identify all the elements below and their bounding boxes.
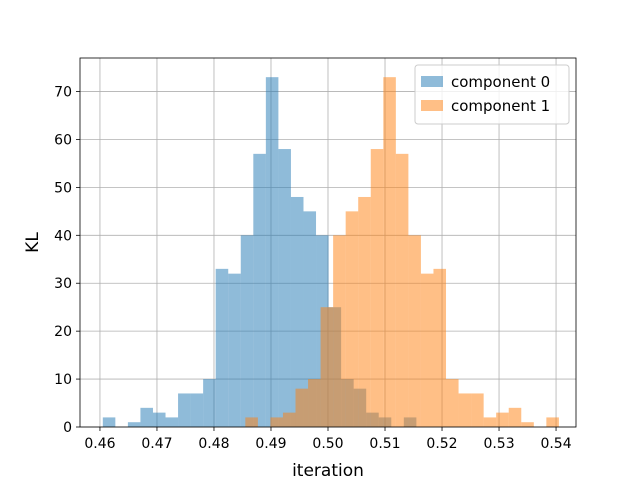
histogram-bar-series-1	[483, 417, 497, 427]
histogram-bar-series-1	[320, 307, 334, 427]
y-tick-label: 50	[54, 180, 72, 196]
histogram-bar-series-0	[228, 273, 241, 427]
histogram-bar-series-0	[152, 412, 166, 427]
histogram-bar-series-0	[290, 196, 304, 427]
x-tick-label: 0.46	[84, 436, 115, 452]
histogram-bar-series-0	[278, 149, 291, 427]
histogram-bar-series-0	[203, 379, 216, 427]
histogram-bar-series-0	[140, 407, 153, 427]
y-tick-label: 0	[63, 420, 72, 436]
histogram-bar-series-1	[270, 417, 283, 427]
histogram-bar-series-0	[215, 268, 229, 427]
legend-frame	[414, 64, 570, 125]
x-tick-label: 0.49	[255, 436, 286, 452]
histogram-bar-series-1	[446, 379, 459, 427]
histogram-bar-series-1	[433, 268, 447, 427]
histogram-bar-series-1	[370, 149, 384, 427]
x-tick-label: 0.53	[483, 436, 514, 452]
y-tick-label: 40	[54, 228, 72, 244]
y-tick-label: 20	[54, 324, 72, 340]
histogram-bar-series-1	[295, 388, 309, 427]
x-tick-label: 0.48	[198, 436, 229, 452]
x-axis-label: iteration	[292, 461, 364, 480]
histogram-bar-series-1	[308, 379, 321, 427]
histogram-bar-series-0	[127, 422, 141, 427]
histogram-bar-series-1	[395, 153, 409, 427]
histogram-bar-series-1	[383, 77, 396, 428]
histogram-bar-series-0	[240, 235, 254, 427]
x-tick-label: 0.47	[141, 436, 172, 452]
histogram-bar-series-1	[333, 235, 346, 427]
histogram-bar-series-1	[358, 196, 371, 427]
histogram-bar-series-0	[102, 417, 116, 427]
y-tick-label: 30	[54, 276, 72, 292]
histogram-bar-series-1	[496, 412, 509, 427]
y-tick-label: 70	[54, 85, 72, 101]
histogram-bars	[102, 77, 559, 428]
y-tick-label: 10	[54, 372, 72, 388]
histogram-bar-series-1	[508, 407, 522, 427]
histogram-bar-series-1	[282, 412, 296, 427]
histogram-bar-series-1	[420, 273, 434, 427]
y-tick-label: 60	[54, 132, 72, 148]
histogram-bar-series-0	[178, 393, 191, 427]
legend-label-series-0: component 0	[451, 73, 550, 91]
histogram-bar-series-1	[521, 422, 534, 427]
histogram-bar-series-1	[458, 393, 472, 427]
histogram-bar-series-0	[265, 77, 279, 428]
histogram-bar-series-1	[408, 235, 421, 427]
histogram-bar-series-0	[253, 153, 266, 427]
legend-swatch-series-1	[421, 100, 443, 111]
x-tick-label: 0.54	[540, 436, 571, 452]
histogram-bar-series-1	[546, 417, 559, 427]
axis-ticks: 0.46 0.47 0.48 0.49 0.50 0.51 0.52 0.53 0.54 0 10 2…	[54, 85, 572, 452]
histogram-bar-series-0	[303, 211, 317, 427]
x-tick-label: 0.50	[312, 436, 343, 452]
histogram-bar-series-0	[190, 393, 204, 427]
x-tick-label: 0.51	[369, 436, 400, 452]
histogram-bar-series-1	[245, 417, 258, 427]
legend-swatch-series-0	[421, 76, 443, 87]
legend: component 0 component 1	[414, 64, 570, 125]
histogram-bar-series-0	[165, 417, 179, 427]
histogram-bar-series-1	[471, 393, 484, 427]
x-tick-label: 0.52	[426, 436, 457, 452]
legend-label-series-1: component 1	[451, 97, 550, 115]
y-axis-label: KL	[23, 232, 43, 253]
histogram-bar-series-1	[345, 211, 359, 427]
